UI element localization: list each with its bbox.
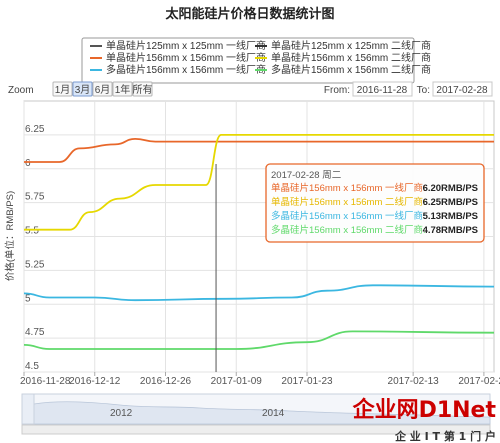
- y-tick-label: 6.25: [25, 124, 45, 135]
- zoom-button-label: 所有: [133, 83, 153, 96]
- tooltip-row-label: 多晶硅片156mm x 156mm 二线厂商:: [271, 224, 426, 236]
- zoom-button-bg[interactable]: [132, 81, 153, 97]
- legend-item[interactable]: 单晶硅片156mm x 156mm 一线厂商: [106, 51, 266, 64]
- x-tick-label: 2017-02-13: [388, 376, 440, 387]
- zoom-button-bg[interactable]: [52, 81, 73, 97]
- zoom-button-label: 6月: [95, 84, 111, 96]
- series-lines: [23, 133, 495, 350]
- series-line[interactable]: [23, 330, 495, 350]
- y-axis-label: 价格(单位：RMB/PS): [4, 191, 16, 281]
- legend: 单晶硅片125mm x 125mm 一线厂商 单晶硅片125mm x 125mm …: [81, 37, 431, 84]
- range-from-value: 2016-11-28: [357, 85, 408, 96]
- navigator-label-2012: 2012: [110, 408, 133, 419]
- tooltip-row-value: 6.20RMB/PS: [423, 183, 478, 194]
- range-from-input[interactable]: 2016-11-28: [352, 81, 413, 97]
- legend-item[interactable]: 单晶硅片125mm x 125mm 二线厂商: [271, 39, 431, 52]
- tooltip-row-value: 6.25RMB/PS: [423, 197, 478, 208]
- zoom-button[interactable]: 1月: [52, 81, 73, 97]
- y-axis: 4.5 4.75 5 5.25 5.5 5.75 6 6.25: [25, 124, 45, 372]
- series-line[interactable]: [24, 137, 494, 163]
- range-to-label: To:: [417, 85, 430, 96]
- tooltip-row-label: 多晶硅片156mm x 156mm 一线厂商:: [271, 210, 426, 222]
- y-tick-label: 6: [25, 158, 31, 169]
- zoom-label: Zoom: [8, 85, 34, 96]
- zoom-button-bg[interactable]: [72, 81, 93, 97]
- zoom-button-bg[interactable]: [112, 81, 133, 97]
- y-tick-label: 5: [25, 293, 31, 304]
- y-tick-label: 5.75: [25, 192, 45, 203]
- zoom-button-label: 3月: [75, 84, 91, 96]
- zoom-button[interactable]: 1年: [112, 81, 133, 97]
- tooltip-row-value: 5.13RMB/PS: [423, 211, 478, 222]
- y-tick-label: 5.5: [25, 226, 39, 237]
- y-tick-label: 4.5: [25, 361, 39, 372]
- range-to-value: 2017-02-28: [436, 85, 488, 96]
- legend-item[interactable]: 单晶硅片125mm x 125mm 一线厂商: [106, 39, 266, 52]
- range-to-box[interactable]: [432, 81, 493, 97]
- zoom-button[interactable]: 所有: [132, 81, 153, 97]
- legend-item[interactable]: 多晶硅片156mm x 156mm 二线厂商: [271, 63, 431, 76]
- x-tick-label: 2017-01-09: [211, 376, 263, 387]
- tooltip: 2017-02-28 周二 单晶硅片156mm x 156mm 一线厂商:6.2…: [265, 163, 485, 243]
- chart-title: 太阳能硅片价格日数据统计图: [164, 6, 334, 21]
- y-tick-label: 5.25: [25, 259, 45, 270]
- x-tick-label: 2017-01-23: [281, 376, 333, 387]
- zoom-buttons: 1月 3月 6月 1年 所有: [52, 81, 153, 97]
- tooltip-box: [265, 163, 485, 243]
- watermark-tagline: 企 业 I T 第 1 门 户: [394, 429, 496, 443]
- zoom-button-label: 1年: [115, 83, 131, 96]
- legend-box: [81, 37, 415, 84]
- zoom-button[interactable]: 3月: [72, 81, 93, 97]
- y-tick-label: 4.75: [25, 327, 45, 338]
- zoom-button-bg[interactable]: [92, 81, 113, 97]
- navigator-handle-left[interactable]: [21, 393, 35, 425]
- series-line[interactable]: [24, 133, 494, 231]
- x-tick-label: 2016-12-26: [140, 376, 192, 387]
- watermark-logo: 企业网D1Net 企 业 I T 第 1 门 户: [352, 397, 497, 443]
- x-tick-label: 2016-12-12: [69, 376, 121, 387]
- range-from-label: From:: [324, 85, 350, 96]
- legend-item[interactable]: 多晶硅片156mm x 156mm 一线厂商: [106, 63, 266, 76]
- navigator-label-2014: 2014: [262, 408, 285, 419]
- navigator-scrollbar[interactable]: [21, 424, 491, 435]
- tooltip-header: 2017-02-28 周二: [271, 170, 341, 181]
- navigator[interactable]: 2012 2014: [21, 393, 491, 435]
- tooltip-row-value: 4.78RMB/PS: [423, 225, 478, 236]
- navigator-series-area: [33, 401, 491, 425]
- x-tick-label: 2017-02-27: [458, 376, 500, 387]
- zoom-button-label: 1月: [55, 84, 71, 96]
- legend-item[interactable]: 单晶硅片156mm x 156mm 二线厂商: [271, 51, 431, 64]
- x-tick-label: 2016-11-28: [20, 376, 71, 387]
- zoom-button[interactable]: 6月: [92, 81, 113, 97]
- tooltip-row-label: 单晶硅片156mm x 156mm 二线厂商:: [271, 196, 426, 208]
- range-to-input[interactable]: 2017-02-28: [432, 81, 493, 97]
- watermark-brand: 企业网D1Net: [352, 397, 497, 423]
- range-from-box[interactable]: [352, 81, 413, 97]
- series-line[interactable]: [23, 284, 495, 302]
- tooltip-row-label: 单晶硅片156mm x 156mm 一线厂商:: [271, 182, 426, 194]
